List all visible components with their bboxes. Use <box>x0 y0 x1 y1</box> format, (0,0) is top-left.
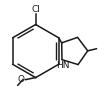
Text: HN: HN <box>56 61 69 70</box>
Text: O: O <box>17 75 24 84</box>
Text: Cl: Cl <box>31 5 40 14</box>
